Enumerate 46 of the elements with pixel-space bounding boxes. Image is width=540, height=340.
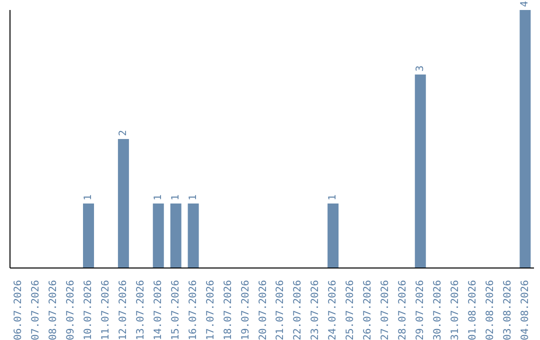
x-tick-label: 15.07.2026 bbox=[170, 280, 182, 340]
x-tick-label: 28.07.2026 bbox=[398, 280, 408, 340]
x-tick-label: 09.07.2026 bbox=[66, 280, 77, 340]
x-tick-label: 12.07.2026 bbox=[118, 280, 130, 340]
x-tick-label: 16.07.2026 bbox=[188, 280, 199, 340]
data-label: 3 bbox=[414, 65, 426, 72]
bar bbox=[152, 204, 164, 268]
x-tick-label: 21.07.2026 bbox=[275, 280, 286, 340]
x-tick-label: 19.07.2026 bbox=[240, 280, 252, 340]
data-label: 1 bbox=[170, 194, 182, 200]
data-label: 1 bbox=[83, 194, 94, 200]
x-tick-label: 30.07.2026 bbox=[432, 280, 444, 340]
x-tick-label: 20.07.2026 bbox=[258, 280, 269, 340]
x-tick-label: 07.07.2026 bbox=[30, 280, 42, 340]
data-label: 1 bbox=[152, 194, 164, 200]
x-tick-label: 27.07.2026 bbox=[380, 280, 392, 340]
x-tick-label: 25.07.2026 bbox=[345, 280, 356, 340]
x-tick-label: 04.08.2026 bbox=[520, 280, 531, 340]
bar bbox=[118, 139, 129, 268]
bar bbox=[170, 204, 182, 268]
x-tick-label: 17.07.2026 bbox=[205, 280, 216, 340]
x-tick-label: 01.08.2026 bbox=[467, 280, 478, 340]
data-label: 2 bbox=[118, 130, 129, 136]
x-tick-label: 03.08.2026 bbox=[502, 280, 514, 340]
bar bbox=[414, 74, 426, 268]
x-tick-label: 13.07.2026 bbox=[136, 280, 146, 340]
x-tick-label: 23.07.2026 bbox=[310, 280, 322, 340]
data-label: 4 bbox=[520, 0, 531, 7]
bar bbox=[520, 10, 531, 268]
x-tick-label: 06.07.2026 bbox=[13, 280, 24, 340]
x-tick-label: 02.08.2026 bbox=[484, 280, 496, 340]
x-tick-label: 11.07.2026 bbox=[100, 280, 112, 340]
x-tick-label: 31.07.2026 bbox=[450, 280, 461, 340]
bar bbox=[328, 204, 339, 268]
x-tick-label: 24.07.2026 bbox=[328, 280, 339, 340]
data-label: 1 bbox=[328, 194, 339, 200]
x-tick-label: 26.07.2026 bbox=[362, 280, 374, 340]
bar bbox=[188, 204, 199, 268]
x-tick-label: 22.07.2026 bbox=[292, 280, 304, 340]
x-tick-label: 14.07.2026 bbox=[152, 280, 164, 340]
x-tick-label: 10.07.2026 bbox=[83, 280, 94, 340]
x-tick-label: 18.07.2026 bbox=[222, 280, 234, 340]
x-tick-label: 08.07.2026 bbox=[48, 280, 60, 340]
bar bbox=[83, 204, 94, 268]
x-tick-label: 29.07.2026 bbox=[414, 280, 426, 340]
data-label: 1 bbox=[188, 194, 199, 200]
